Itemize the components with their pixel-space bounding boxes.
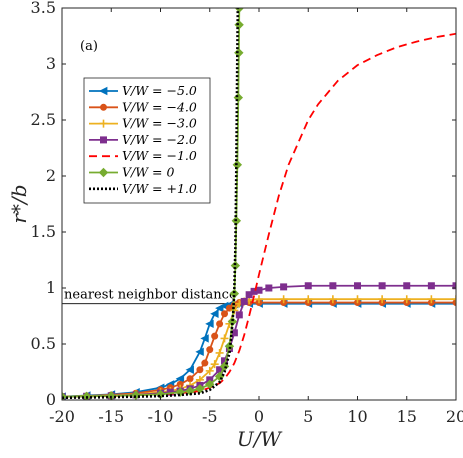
series-2-point-24 [402,295,411,304]
legend-label-3: V/W = −2.0 [122,132,197,147]
y-tick-label-3: 3 [46,54,56,73]
series-0-point-11 [210,309,219,318]
legend-marker-1 [100,103,107,111]
series-0-point-7 [185,365,194,374]
legend-items: V/W = −5.0V/W = −4.0 V/W = −3.0V/W = −2.0… [89,83,197,196]
series-2-point-22 [353,295,362,304]
series-4 [62,32,456,398]
series-6 [62,8,240,400]
series-5-point-13 [229,288,240,299]
plot-area [62,8,456,400]
series-3-point-26 [427,282,435,290]
series-2-point-25 [427,295,436,304]
series-5-point-1 [81,391,92,400]
y-tick-label-0-5: 0.5 [31,334,56,353]
legend-item-5: V/W = 0 [89,165,175,180]
series-3-point-19 [265,284,273,292]
series-2-point-18 [255,295,263,304]
y-tick-label-2-5: 2.5 [31,110,56,129]
series-0-point-6 [175,374,185,383]
legend-item-2: V/W = −3.0 [89,116,197,131]
y-tick-label-2: 2 [46,166,56,185]
legend-marker-3 [100,136,107,144]
series-1-point-7 [186,375,194,383]
y-tick-label-3-5: 3.5 [31,0,56,17]
series-2-point-26 [452,295,456,304]
series-2-point-12 [220,334,229,343]
legend-label-6: V/W = +1.0 [122,181,197,196]
series-5-point-12 [227,316,238,327]
x-tick-label-10: 10 [347,407,367,426]
x-tick-label-0: 0 [254,407,264,426]
nearest-neighbor-label: nearest neighbor distance [64,288,237,303]
y-tick-label-0: 0 [46,390,56,409]
legend: V/W = −5.0V/W = −4.0 V/W = −3.0V/W = −2.0… [83,77,211,204]
legend-item-4: V/W = −1.0 [89,148,197,163]
x-tick-label-15: -15 [98,407,124,426]
series-5-point-7 [195,384,205,394]
legend-item-1: V/W = −4.0 [89,99,197,114]
panel-label: (a) [80,39,98,54]
legend-item-3: V/W = −2.0 [89,132,197,147]
series-line-3 [62,284,456,398]
series-3-point-27 [452,282,456,290]
series-3-point-20 [280,283,288,291]
legend-label-1: V/W = −4.0 [122,99,197,114]
series-2-point-11 [215,348,224,357]
x-axis-label: U/W [237,427,283,451]
series-1-point-12 [216,320,224,328]
x-tick-label-5: 5 [303,407,313,426]
legend-item-0: V/W = −5.0 [89,83,197,98]
series-3-point-21 [304,282,312,290]
legend-label-0: V/W = −5.0 [122,83,197,98]
series-1-point-11 [211,332,219,340]
series-3-point-15 [240,297,248,305]
series-2-point-20 [304,295,313,304]
x-tick-label-20: -20 [49,407,75,426]
series-0-point-8 [195,347,204,357]
legend-marker-0 [98,86,108,96]
series-3-point-22 [329,282,337,290]
series-1-point-10 [206,346,214,354]
series-0-point-9 [200,334,209,343]
series-line-6 [62,8,240,400]
x-tick-label-5: -5 [202,407,218,426]
series-2-point-23 [378,295,387,304]
x-tick-label-10: -10 [148,407,174,426]
legend-item-6: V/W = +1.0 [89,181,197,196]
series-1-point-13 [221,310,229,318]
y-axis-label: r*/b [7,184,31,223]
series-0-point-10 [205,319,214,329]
series-layer [62,8,456,400]
legend-label-5: V/W = 0 [122,165,175,180]
y-tick-label-1: 1 [46,278,56,297]
tick-layer: -20 -15 -10 -5 0 5 10 15 20 0 0.5 1 1.5 2 2.5 3 3.5 [31,0,463,426]
series-2-point-10 [210,360,219,369]
series-line-4 [62,32,456,398]
series-3-point-18 [255,286,263,294]
legend-marker-2 [99,119,108,128]
series-1-point-9 [201,359,209,367]
x-tick-label-20: 20 [446,407,463,426]
series-5-point-3 [131,390,141,400]
series-2-point-9 [205,366,214,375]
series-3-point-14 [235,311,243,319]
series-2-point-19 [279,295,288,304]
series-3-point-24 [378,282,386,290]
legend-label-4: V/W = −1.0 [122,148,197,163]
series-3-point-25 [403,282,411,290]
legend-marker-5 [98,167,109,178]
series-1-point-8 [196,366,204,374]
x-tick-label-15: 15 [397,407,417,426]
series-3-point-23 [354,282,361,290]
series-2-point-21 [328,295,337,304]
series-5-point-14 [230,260,241,271]
legend-label-2: V/W = −3.0 [122,116,197,131]
y-tick-label-1-5: 1.5 [31,222,56,241]
